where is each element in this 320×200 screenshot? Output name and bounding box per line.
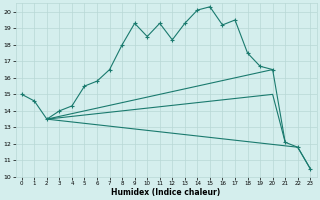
X-axis label: Humidex (Indice chaleur): Humidex (Indice chaleur) bbox=[111, 188, 221, 197]
